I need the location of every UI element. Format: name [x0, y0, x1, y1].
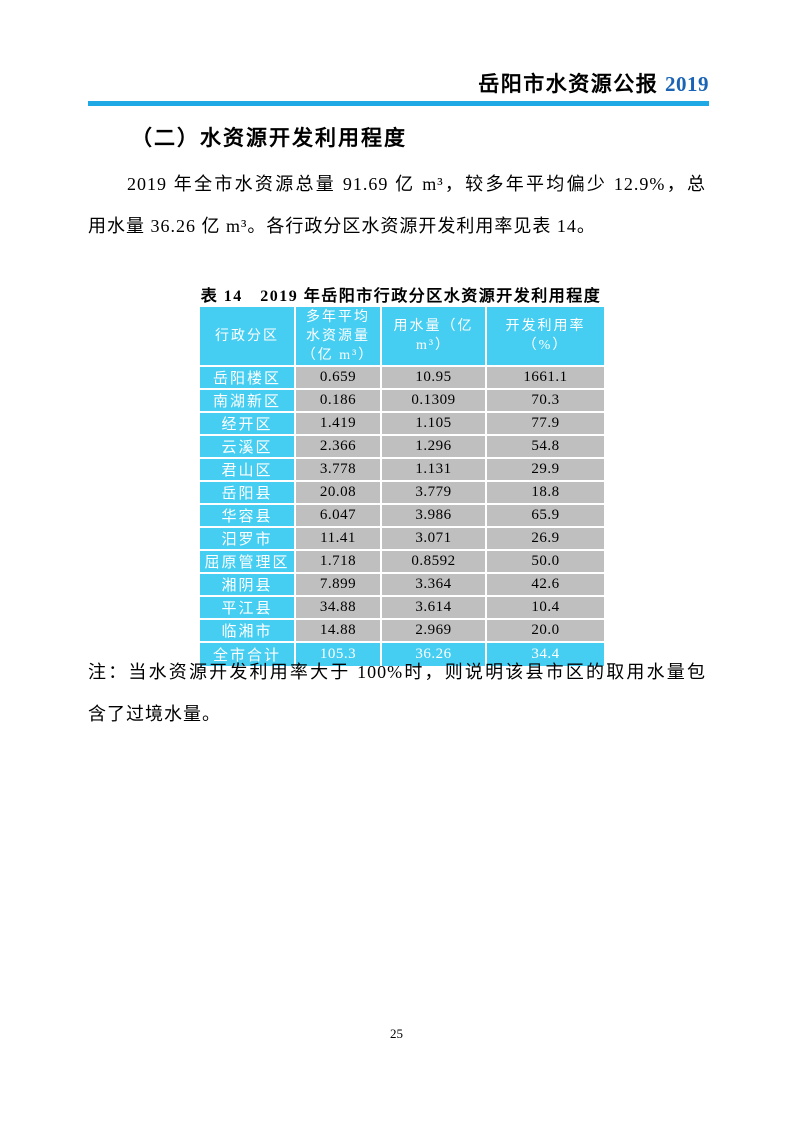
table-head: 行政分区 多年平均 水资源量 （亿 m³） 用水量（亿 m³） 开发利用率（%）: [198, 305, 606, 367]
region-cell: 南湖新区: [198, 388, 296, 413]
value-cell: 1.419: [294, 411, 382, 436]
value-cell: 20.08: [294, 480, 382, 505]
table-row: 华容县 6.047 3.986 65.9: [198, 503, 606, 528]
body-paragraph: 2019 年全市水资源总量 91.69 亿 m³，较多年平均偏少 12.9%，总…: [88, 163, 706, 247]
region-cell: 汨罗市: [198, 526, 296, 551]
value-cell: 7.899: [294, 572, 382, 597]
region-cell: 临湘市: [198, 618, 296, 643]
value-cell: 65.9: [485, 503, 606, 528]
water-usage-table: 行政分区 多年平均 水资源量 （亿 m³） 用水量（亿 m³） 开发利用率（%） 岳阳…: [198, 305, 606, 668]
table-row: 汨罗市 11.41 3.071 26.9: [198, 526, 606, 551]
table-row: 屈原管理区 1.718 0.8592 50.0: [198, 549, 606, 574]
region-cell: 君山区: [198, 457, 296, 482]
value-cell: 2.366: [294, 434, 382, 459]
value-cell: 42.6: [485, 572, 606, 597]
value-cell: 1.131: [380, 457, 487, 482]
table-title: 表 14 2019 年岳阳市行政分区水资源开发利用程度: [200, 288, 602, 305]
region-cell: 经开区: [198, 411, 296, 436]
value-cell: 20.0: [485, 618, 606, 643]
report-header: 岳阳市水资源公报 2019: [478, 68, 709, 98]
value-cell: 0.8592: [380, 549, 487, 574]
value-cell: 34.4: [485, 641, 606, 668]
table-header-cell: 多年平均 水资源量 （亿 m³）: [294, 305, 382, 367]
value-cell: 36.26: [380, 641, 487, 668]
table-row: 岳阳楼区 0.659 10.95 1661.1: [198, 365, 606, 390]
table-row: 湘阴县 7.899 3.364 42.6: [198, 572, 606, 597]
value-cell: 6.047: [294, 503, 382, 528]
value-cell: 70.3: [485, 388, 606, 413]
section-heading: （二）水资源开发利用程度: [131, 127, 407, 150]
table-row: 岳阳县 20.08 3.779 18.8: [198, 480, 606, 505]
value-cell: 54.8: [485, 434, 606, 459]
value-cell: 1.718: [294, 549, 382, 574]
value-cell: 0.659: [294, 365, 382, 390]
value-cell: 26.9: [485, 526, 606, 551]
value-cell: 10.95: [380, 365, 487, 390]
note-line: 注：当水资源开发利用率大于 100%时，则说明该县市区的取用水量包: [88, 662, 706, 682]
value-cell: 3.986: [380, 503, 487, 528]
paragraph-line: 用水量 36.26 亿 m³。各行政分区水资源开发利用率见表 14。: [88, 216, 596, 236]
value-cell: 3.071: [380, 526, 487, 551]
table-body: 岳阳楼区 0.659 10.95 1661.1 南湖新区 0.186 0.1309 70.3 经…: [198, 365, 606, 668]
page-number: 25: [390, 1026, 403, 1041]
table-header-cell: 用水量（亿 m³）: [380, 305, 487, 367]
table-header-cell: 行政分区: [198, 305, 296, 367]
value-cell: 18.8: [485, 480, 606, 505]
value-cell: 14.88: [294, 618, 382, 643]
value-cell: 3.364: [380, 572, 487, 597]
value-cell: 2.969: [380, 618, 487, 643]
paragraph-line: 2019 年全市水资源总量 91.69 亿 m³，较多年平均偏少 12.9%，总: [127, 174, 706, 194]
value-cell: 0.1309: [380, 388, 487, 413]
region-cell: 全市合计: [198, 641, 296, 668]
table-header-row: 行政分区 多年平均 水资源量 （亿 m³） 用水量（亿 m³） 开发利用率（%）: [198, 305, 606, 367]
value-cell: 10.4: [485, 595, 606, 620]
table-row: 南湖新区 0.186 0.1309 70.3: [198, 388, 606, 413]
note-line: 含了过境水量。: [88, 704, 221, 724]
report-header-year: 2019: [665, 72, 709, 96]
table-row: 平江县 34.88 3.614 10.4: [198, 595, 606, 620]
table-row: 经开区 1.419 1.105 77.9: [198, 411, 606, 436]
region-cell: 湘阴县: [198, 572, 296, 597]
report-header-title: 岳阳市水资源公报: [478, 72, 659, 96]
region-cell: 岳阳楼区: [198, 365, 296, 390]
value-cell: 3.614: [380, 595, 487, 620]
region-cell: 屈原管理区: [198, 549, 296, 574]
value-cell: 77.9: [485, 411, 606, 436]
value-cell: 105.3: [294, 641, 382, 668]
value-cell: 0.186: [294, 388, 382, 413]
value-cell: 1.296: [380, 434, 487, 459]
value-cell: 3.778: [294, 457, 382, 482]
region-cell: 华容县: [198, 503, 296, 528]
table-header-cell: 开发利用率（%）: [485, 305, 606, 367]
value-cell: 3.779: [380, 480, 487, 505]
value-cell: 29.9: [485, 457, 606, 482]
table-row: 君山区 3.778 1.131 29.9: [198, 457, 606, 482]
table-note: 注：当水资源开发利用率大于 100%时，则说明该县市区的取用水量包 含了过境水量…: [88, 651, 706, 735]
value-cell: 50.0: [485, 549, 606, 574]
table-total-row: 全市合计 105.3 36.26 34.4: [198, 641, 606, 668]
value-cell: 34.88: [294, 595, 382, 620]
region-cell: 岳阳县: [198, 480, 296, 505]
value-cell: 1.105: [380, 411, 487, 436]
value-cell: 11.41: [294, 526, 382, 551]
header-rule-line: [88, 101, 709, 106]
table-row: 临湘市 14.88 2.969 20.0: [198, 618, 606, 643]
table-row: 云溪区 2.366 1.296 54.8: [198, 434, 606, 459]
value-cell: 1661.1: [485, 365, 606, 390]
region-cell: 云溪区: [198, 434, 296, 459]
region-cell: 平江县: [198, 595, 296, 620]
